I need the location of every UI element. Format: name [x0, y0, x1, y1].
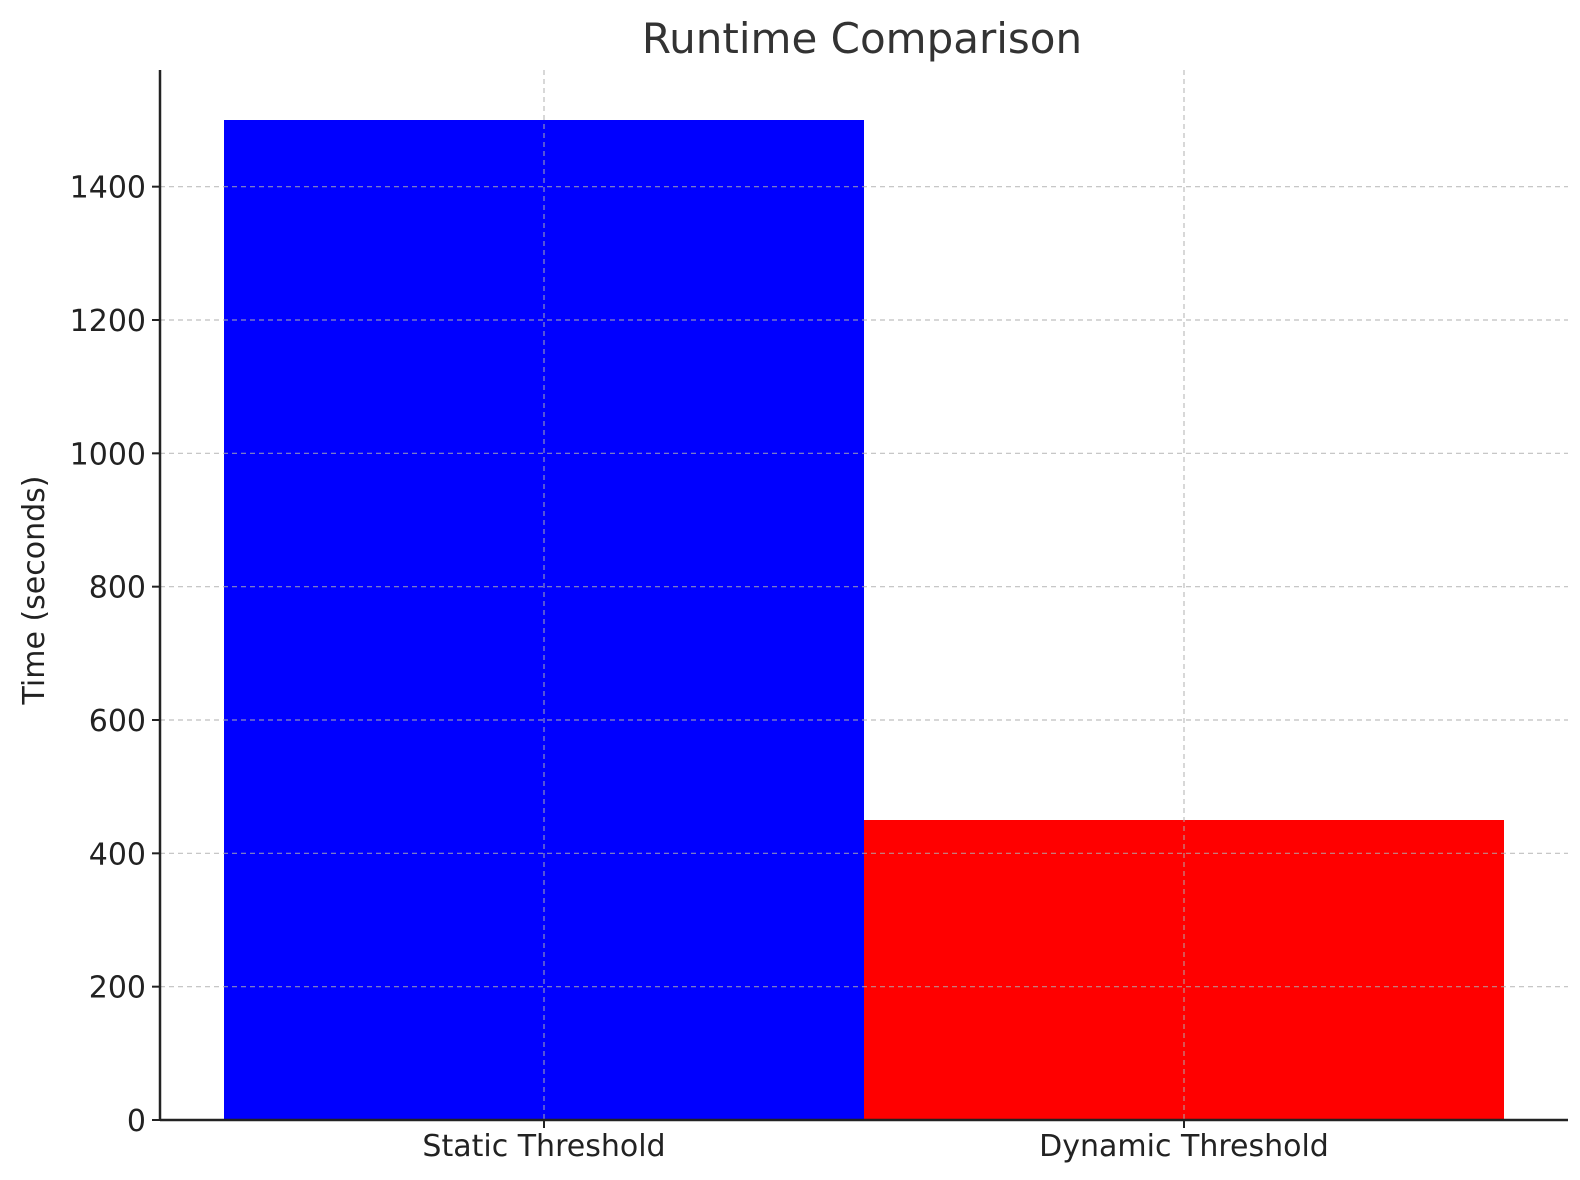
x-tick-label: Dynamic Threshold — [1039, 1129, 1329, 1164]
axes-layer — [158, 70, 1568, 1122]
y-tick-label: 200 — [89, 971, 146, 1006]
y-tick-label: 1000 — [70, 437, 146, 472]
y-tick-label: 1200 — [70, 304, 146, 339]
y-tick-label: 400 — [89, 837, 146, 872]
x-tick-label: Static Threshold — [422, 1129, 665, 1164]
y-tick-label: 600 — [89, 704, 146, 739]
ticks-layer: 0 200 400 600 800 1000 1200 1400 Static Threshol… — [70, 171, 1329, 1164]
y-axis-label: Time (seconds) — [17, 476, 52, 706]
y-tick-label: 1400 — [70, 171, 146, 206]
grid-layer — [160, 70, 1568, 1120]
chart-title: Runtime Comparison — [642, 14, 1082, 63]
y-tick-label: 0 — [127, 1104, 146, 1139]
y-tick-label: 800 — [89, 571, 146, 606]
